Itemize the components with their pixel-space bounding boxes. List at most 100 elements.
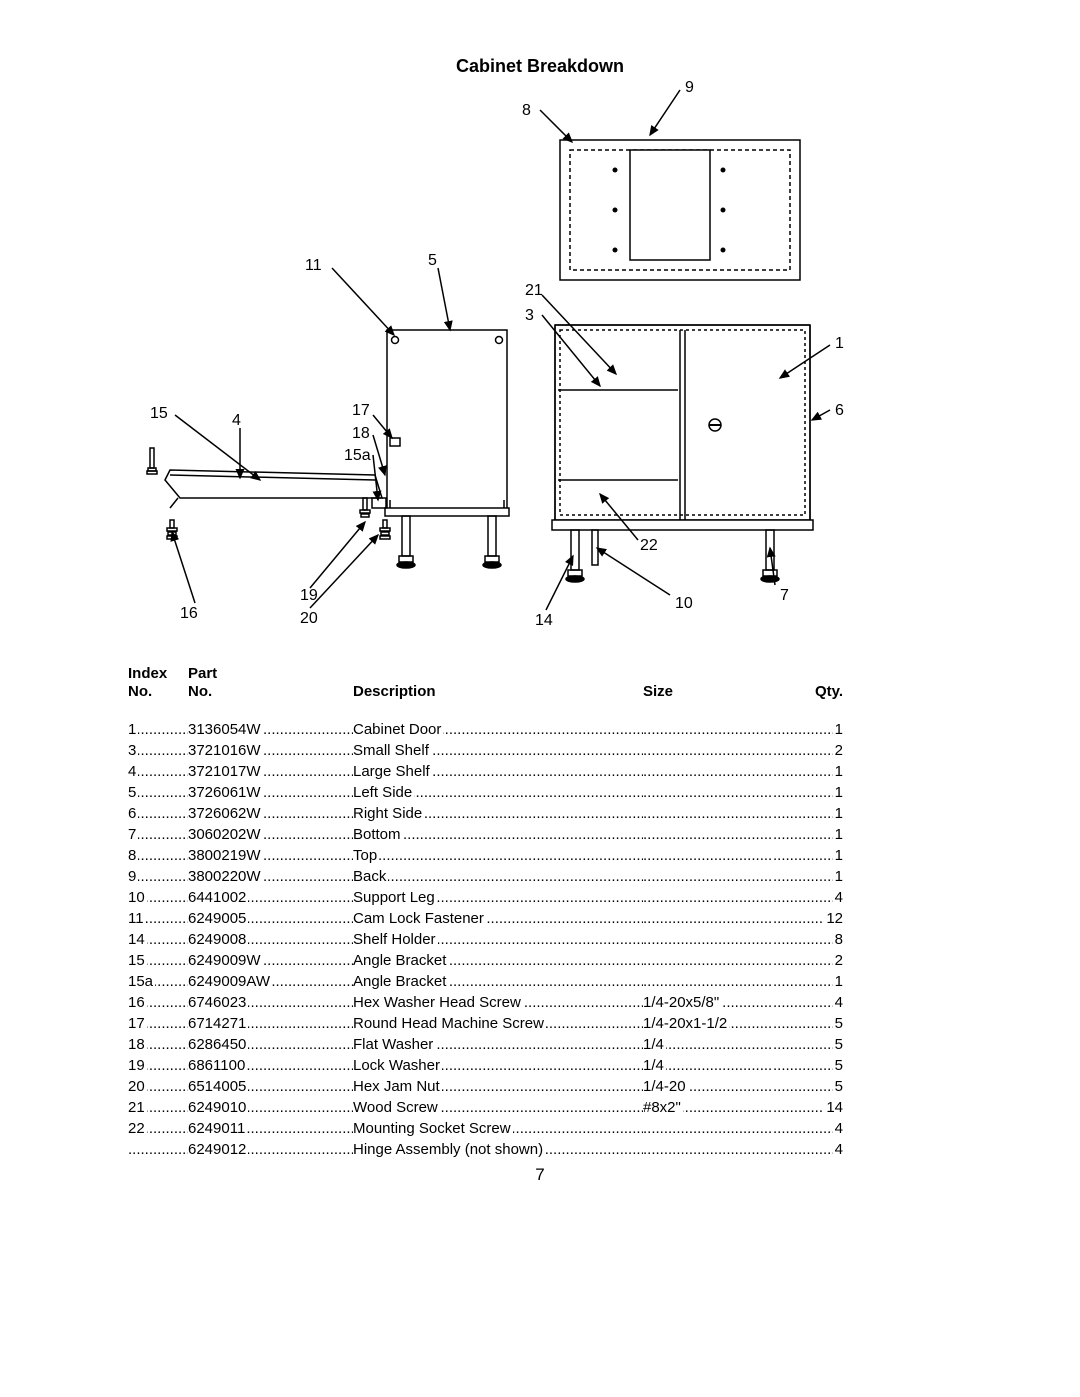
table-cell: ........................................… xyxy=(128,824,188,845)
table-row: ........................................… xyxy=(128,845,848,866)
header-description: Description xyxy=(353,683,436,701)
exploded-diagram: 8 9 xyxy=(110,80,850,635)
table-cell: ........................................… xyxy=(643,908,773,929)
table-cell: ........................................… xyxy=(188,845,353,866)
table-cell: ........................................… xyxy=(188,992,353,1013)
table-cell: ........................................… xyxy=(353,1139,643,1160)
svg-text:14: 14 xyxy=(535,612,553,629)
svg-text:6: 6 xyxy=(835,402,844,419)
table-cell: ........................................… xyxy=(353,971,643,992)
svg-text:1: 1 xyxy=(835,335,844,352)
header-part-2: No. xyxy=(188,683,353,701)
table-cell: ........................................… xyxy=(353,1097,643,1118)
table-row: ........................................… xyxy=(128,887,848,908)
table-row: ........................................… xyxy=(128,1139,848,1160)
table-cell: ........................................… xyxy=(188,1118,353,1139)
svg-text:15a: 15a xyxy=(344,447,371,464)
svg-text:5: 5 xyxy=(428,252,437,269)
page-number: 7 xyxy=(0,1165,1080,1185)
table-cell: ........................................… xyxy=(188,740,353,761)
table-cell: ........................................… xyxy=(353,887,643,908)
svg-text:10: 10 xyxy=(675,595,693,612)
svg-text:15: 15 xyxy=(150,405,168,422)
table-cell-qty: ........................................… xyxy=(773,887,843,908)
table-cell: ........................................… xyxy=(353,992,643,1013)
table-row: ........................................… xyxy=(128,1055,848,1076)
header-index-1: Index xyxy=(128,665,188,683)
svg-text:22: 22 xyxy=(640,537,658,554)
table-cell: ........................................… xyxy=(643,803,773,824)
table-cell: ........................................… xyxy=(188,719,353,740)
table-cell: ........................................… xyxy=(353,950,643,971)
table-cell: ........................................… xyxy=(188,1055,353,1076)
table-cell: ........................................… xyxy=(128,887,188,908)
table-cell-qty: ........................................… xyxy=(773,992,843,1013)
table-row: ........................................… xyxy=(128,803,848,824)
table-cell-qty: ........................................… xyxy=(773,1139,843,1160)
table-cell: ........................................… xyxy=(643,719,773,740)
table-cell: ........................................… xyxy=(128,971,188,992)
table-row: ........................................… xyxy=(128,908,848,929)
table-row: ........................................… xyxy=(128,1013,848,1034)
table-cell: ........................................… xyxy=(188,761,353,782)
table-cell: ........................................… xyxy=(128,761,188,782)
table-cell: ........................................… xyxy=(643,782,773,803)
table-cell: ........................................… xyxy=(188,971,353,992)
table-cell: ........................................… xyxy=(188,1076,353,1097)
table-cell: ........................................… xyxy=(128,1097,188,1118)
table-cell: ........................................… xyxy=(643,950,773,971)
table-cell-qty: ........................................… xyxy=(773,719,843,740)
table-cell: ........................................… xyxy=(643,1013,773,1034)
table-row: ........................................… xyxy=(128,1076,848,1097)
header-index-2: No. xyxy=(128,683,188,701)
table-row: ........................................… xyxy=(128,971,848,992)
table-row: ........................................… xyxy=(128,1097,848,1118)
table-cell: ........................................… xyxy=(353,740,643,761)
table-cell: ........................................… xyxy=(643,971,773,992)
table-cell-qty: ........................................… xyxy=(773,740,843,761)
table-cell: ........................................… xyxy=(188,1097,353,1118)
svg-text:18: 18 xyxy=(352,425,370,442)
table-row: ........................................… xyxy=(128,824,848,845)
svg-text:4: 4 xyxy=(232,412,241,429)
table-cell: ........................................… xyxy=(128,803,188,824)
table-cell: ........................................… xyxy=(188,1034,353,1055)
table-cell: ........................................… xyxy=(353,845,643,866)
table-cell: ........................................… xyxy=(128,782,188,803)
table-cell: ........................................… xyxy=(353,1076,643,1097)
table-cell: ........................................… xyxy=(128,1055,188,1076)
table-cell-qty: ........................................… xyxy=(773,950,843,971)
table-cell-qty: ........................................… xyxy=(773,1097,843,1118)
table-cell-qty: ........................................… xyxy=(773,866,843,887)
table-cell: ........................................… xyxy=(188,929,353,950)
table-cell: ........................................… xyxy=(353,908,643,929)
table-cell: ........................................… xyxy=(353,761,643,782)
table-cell: ........................................… xyxy=(188,1013,353,1034)
table-header: Index No. Part No. Description Size Qty. xyxy=(128,665,848,701)
table-cell: ........................................… xyxy=(188,803,353,824)
table-row: ........................................… xyxy=(128,740,848,761)
table-cell: ........................................… xyxy=(643,992,773,1013)
table-cell: ........................................… xyxy=(353,1034,643,1055)
header-qty: Qty. xyxy=(815,683,843,701)
svg-text:9: 9 xyxy=(685,80,694,96)
table-cell: ........................................… xyxy=(353,803,643,824)
table-row: ........................................… xyxy=(128,950,848,971)
table-cell-qty: ........................................… xyxy=(773,824,843,845)
svg-text:17: 17 xyxy=(352,402,370,419)
table-cell-qty: ........................................… xyxy=(773,1076,843,1097)
table-cell: ........................................… xyxy=(188,950,353,971)
table-cell-qty: ........................................… xyxy=(773,761,843,782)
table-cell: ........................................… xyxy=(188,866,353,887)
table-cell: ........................................… xyxy=(353,1055,643,1076)
table-cell: ........................................… xyxy=(643,1034,773,1055)
svg-text:11: 11 xyxy=(305,257,322,274)
table-cell: ........................................… xyxy=(643,1139,773,1160)
table-cell: ........................................… xyxy=(188,824,353,845)
table-cell: ........................................… xyxy=(643,1055,773,1076)
table-row: ........................................… xyxy=(128,992,848,1013)
table-cell-qty: ........................................… xyxy=(773,929,843,950)
table-cell: ........................................… xyxy=(643,929,773,950)
table-cell-qty: ........................................… xyxy=(773,908,843,929)
table-cell: ........................................… xyxy=(353,719,643,740)
